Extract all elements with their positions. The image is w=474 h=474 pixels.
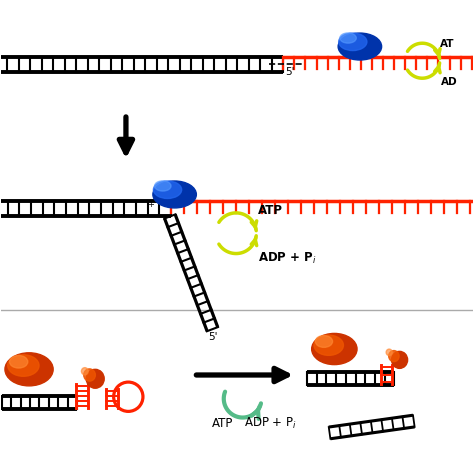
Ellipse shape [154, 181, 182, 199]
Text: 5': 5' [285, 67, 295, 77]
Ellipse shape [314, 335, 344, 356]
Ellipse shape [338, 33, 367, 51]
Ellipse shape [338, 33, 382, 60]
Text: +: + [147, 200, 155, 209]
Ellipse shape [153, 181, 196, 208]
Text: AT: AT [440, 39, 455, 49]
Ellipse shape [392, 351, 408, 368]
Text: ATP: ATP [258, 204, 283, 217]
Ellipse shape [84, 369, 95, 381]
Ellipse shape [155, 181, 171, 191]
Text: 5': 5' [209, 331, 218, 342]
Ellipse shape [5, 353, 53, 386]
Text: -: - [160, 200, 163, 209]
Ellipse shape [86, 369, 104, 388]
Text: AD: AD [441, 77, 458, 87]
Ellipse shape [9, 356, 28, 368]
Ellipse shape [315, 336, 333, 347]
Text: ADP + P$_i$: ADP + P$_i$ [258, 251, 316, 265]
Ellipse shape [389, 351, 399, 362]
Ellipse shape [340, 33, 356, 43]
Ellipse shape [386, 349, 392, 356]
Ellipse shape [312, 333, 357, 365]
Text: ATP: ATP [212, 417, 233, 430]
Text: ADP + P$_i$: ADP + P$_i$ [244, 416, 297, 431]
Ellipse shape [8, 355, 39, 376]
Ellipse shape [82, 368, 88, 375]
